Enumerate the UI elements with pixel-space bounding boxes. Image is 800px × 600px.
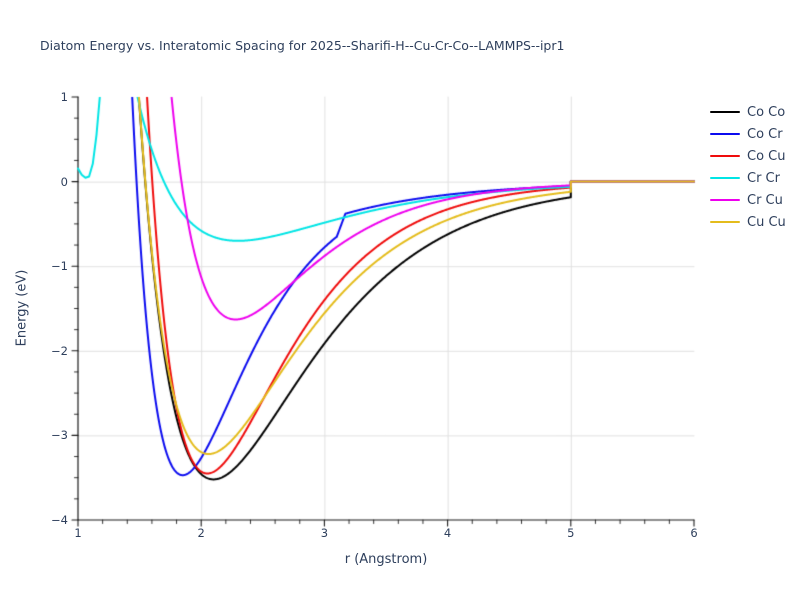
x-axis-label: r (Angstrom) — [344, 552, 428, 567]
x-tick-label: 3 — [320, 526, 329, 540]
x-tick-label: 1 — [74, 526, 82, 540]
legend-line-swatch — [710, 220, 740, 224]
y-tick-label: −2 — [51, 343, 68, 358]
legend-item: Cu Cu — [710, 211, 786, 233]
legend-item: Co Co — [710, 101, 786, 123]
y-tick-label: −1 — [51, 259, 68, 274]
y-tick-label: −3 — [51, 428, 68, 443]
legend-item: Cr Cu — [710, 189, 786, 211]
legend-line-swatch — [710, 176, 740, 180]
legend-line-swatch — [710, 132, 740, 136]
legend-item: Cr Cr — [710, 167, 786, 189]
x-tick-label: 4 — [443, 526, 452, 540]
legend-line-swatch — [710, 110, 740, 114]
legend-line-swatch — [710, 198, 740, 202]
x-tick-label: 6 — [690, 526, 698, 540]
y-tick-label: −4 — [51, 513, 68, 527]
y-axis-label: Energy (eV) — [14, 269, 30, 347]
legend-item: Co Cr — [710, 123, 786, 145]
legend-label: Co Co — [747, 104, 786, 120]
legend-label: Cr Cu — [747, 192, 783, 208]
y-tick-label: 0 — [60, 174, 68, 189]
legend-label: Cr Cr — [747, 170, 780, 186]
legend-label: Cu Cu — [747, 214, 786, 230]
legend-line-swatch — [710, 154, 740, 158]
x-tick-label: 5 — [567, 526, 575, 540]
legend: Co Co Co Cr Co Cu Cr Cr Cr Cu Cu Cu — [710, 101, 786, 233]
legend-label: Co Cr — [747, 126, 783, 142]
y-tick-label: 1 — [60, 90, 68, 104]
legend-label: Co Cu — [747, 148, 786, 164]
legend-item: Co Cu — [710, 145, 786, 167]
x-tick-label: 2 — [197, 526, 205, 540]
